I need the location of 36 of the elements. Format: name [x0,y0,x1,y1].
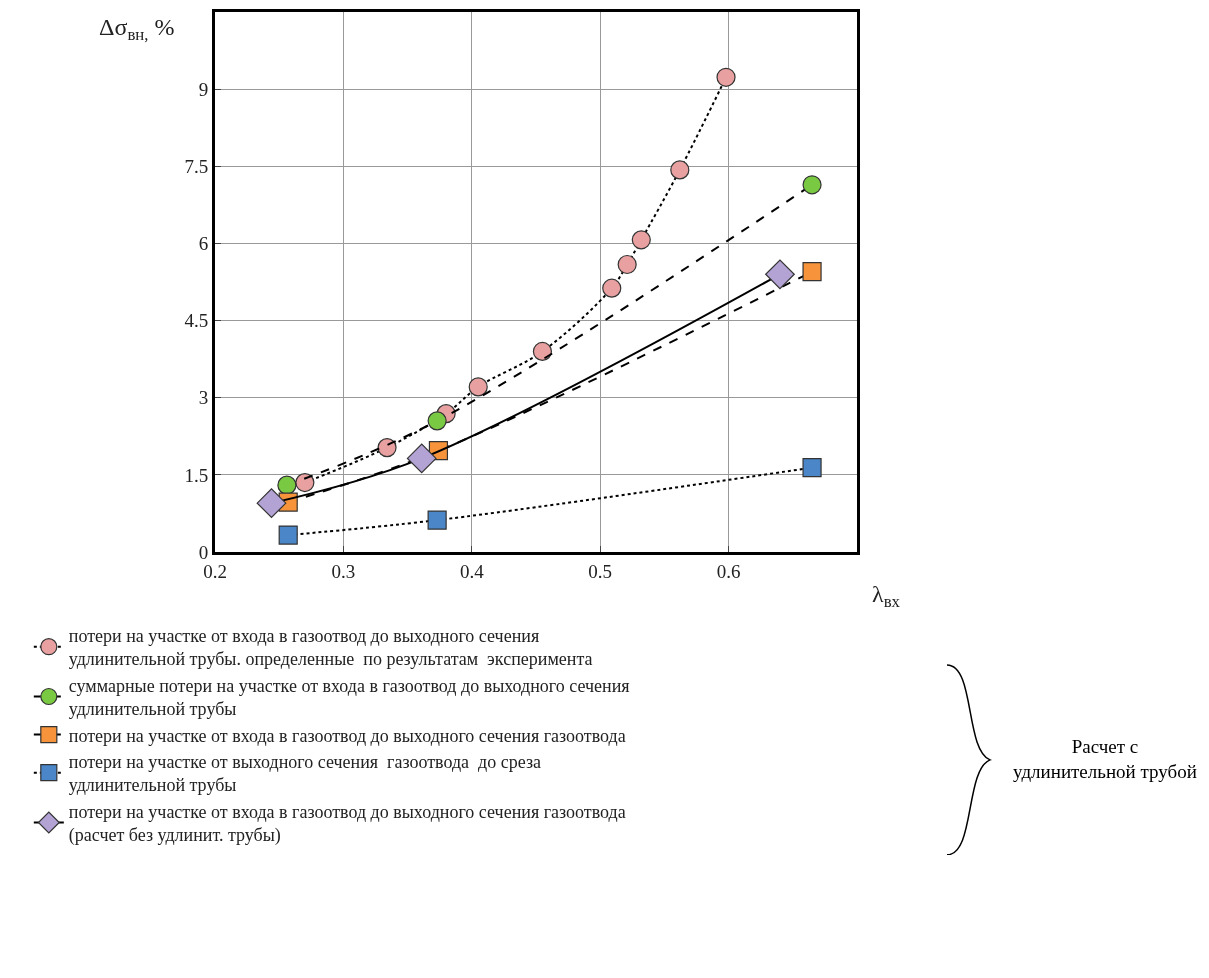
y-tick-label: 7.5 [184,155,209,177]
y-tick-label: 4.5 [184,310,209,332]
point [468,377,488,397]
point [532,341,553,362]
y-axis-title: Δσ$_{вн,}$ % [99,14,175,45]
point [277,475,297,495]
legend-label: потери на участке от входа в газоотвод до выходного сечения газоотвода (расчет без удлинит. трубы) [68,801,626,847]
x-tick-label: 0.3 [331,560,356,582]
x-tick-label: 0.5 [588,560,613,582]
x-tick-label: 0.4 [459,560,485,582]
y-tick-label: 1.5 [184,464,209,486]
point [256,488,287,519]
point [765,259,795,290]
point [716,67,736,87]
point [802,458,822,478]
x-tick-label: 0.2 [203,560,227,582]
point [802,175,822,195]
x-axis-title: λ$_{вх}$ [872,581,901,612]
point [406,443,437,474]
y-tick-label: 0 [198,541,209,563]
point [377,438,397,458]
x-tick-label: 0.6 [716,560,741,582]
point [278,525,298,545]
point [631,230,651,250]
y-tick-label: 6 [198,233,209,255]
point [602,278,622,298]
point [427,411,447,431]
text: Расчет с удлинительной трубой [1012,735,1198,784]
point [295,472,315,493]
legend-label: потери на участке от входа в газоотвод до выходного сечения газоотвода [68,725,626,746]
y-tick-label: 9 [198,78,209,100]
point [670,160,690,180]
point [427,510,447,530]
y-tick-label: 3 [198,387,209,409]
point [802,262,822,282]
point [617,254,637,275]
